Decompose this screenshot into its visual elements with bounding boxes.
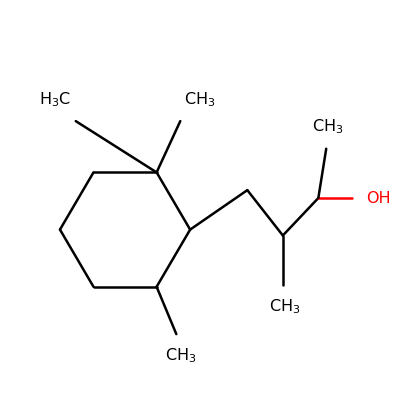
Text: CH$_3$: CH$_3$: [184, 90, 216, 109]
Text: H$_3$C: H$_3$C: [39, 90, 71, 109]
Text: CH$_3$: CH$_3$: [312, 118, 344, 136]
Text: CH$_3$: CH$_3$: [164, 347, 196, 366]
Text: OH: OH: [366, 190, 390, 206]
Text: CH$_3$: CH$_3$: [269, 298, 300, 316]
